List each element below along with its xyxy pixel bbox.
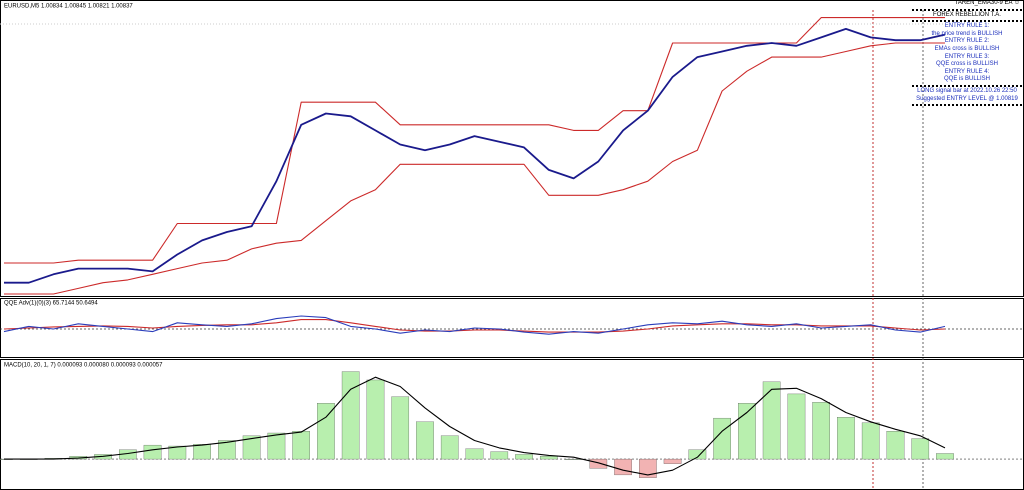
- histogram-bar: [936, 453, 954, 460]
- histogram-bar: [515, 454, 533, 460]
- histogram-bar: [911, 438, 930, 460]
- series-line: [4, 28, 946, 284]
- rule-line: ENTRY RULE 2:: [944, 38, 990, 45]
- histogram-bar: [639, 458, 657, 478]
- series-line: [4, 376, 946, 476]
- histogram-bar: [564, 458, 583, 460]
- histogram-bar: [812, 402, 831, 460]
- brand: FOREX REBELLION T.A.: [933, 11, 1001, 18]
- rule-line: ENTRY RULE 3:: [944, 53, 990, 60]
- histogram-bar: [539, 456, 558, 460]
- separator: [912, 20, 1022, 23]
- panel-title: QQE Adv(1)(0)(3) 65.7144 50.6494: [4, 301, 98, 307]
- signal-line: Suggested ENTRY LEVEL @ 1.00819: [916, 95, 1018, 102]
- info-box: TAREN_EMA30-9 EA ☺ FOREX REBELLION T.A. …: [912, 0, 1022, 107]
- series-line: [4, 17, 945, 264]
- histogram-bar: [465, 448, 484, 460]
- signal-line: LONG signal bar at 2022.10.26 22:50: [917, 87, 1017, 94]
- rule-line: ENTRY RULE 1:: [944, 23, 990, 30]
- histogram-bar: [391, 396, 410, 460]
- histogram-bar: [143, 444, 162, 460]
- rule-line: ENTRY RULE 4:: [944, 68, 990, 75]
- histogram-bar: [688, 449, 707, 460]
- histogram-bar: [589, 458, 608, 469]
- histogram-bar: [861, 422, 880, 460]
- histogram-bar: [317, 403, 335, 460]
- histogram-bar: [440, 435, 459, 460]
- histogram-bar: [762, 381, 781, 460]
- series-line: [3, 315, 946, 335]
- panel-title: EURUSD,M5 1.00834 1.00845 1.00821 1.0083…: [4, 4, 133, 10]
- histogram-bar: [341, 371, 360, 460]
- histogram-bar: [168, 445, 187, 460]
- histogram-bar: [837, 417, 855, 460]
- histogram-bar: [366, 379, 385, 460]
- histogram-bar: [787, 393, 806, 460]
- series-line: [3, 319, 946, 333]
- histogram-bar: [218, 440, 236, 460]
- histogram-bar: [886, 431, 905, 460]
- rule-line: QQE is BULLISH: [943, 76, 990, 83]
- rule-line: the price trend is BULLISH: [931, 30, 1003, 37]
- histogram-bar: [292, 431, 310, 460]
- rules: ENTRY RULE 1: the price trend is BULLISH E…: [912, 23, 1022, 84]
- histogram-bar: [242, 435, 261, 460]
- histogram-bar: [663, 458, 682, 464]
- separator: [912, 8, 1022, 11]
- main-panel: [0, 0, 1024, 297]
- expert-name: TAREN_EMA30-9 EA ☺: [954, 0, 1020, 6]
- signal: LONG signal bar at 2022.10.26 22:50 Sugge…: [912, 88, 1022, 103]
- separator: [912, 104, 1022, 107]
- rule-line: QQE cross is BULLISH: [935, 61, 998, 68]
- histogram-bar: [713, 417, 731, 460]
- panel-title: MACD(10, 20, 1, 7) 0.000093 0.000080 0.0…: [4, 363, 163, 369]
- histogram-bar: [490, 451, 509, 460]
- histogram-bar: [267, 432, 286, 460]
- separator: [912, 84, 1022, 87]
- histogram-bar: [738, 403, 756, 460]
- histogram-bar: [416, 421, 434, 460]
- series-line: [4, 42, 945, 295]
- rule-line: EMAs cross is BULLISH: [934, 45, 1000, 52]
- histogram-bar: [614, 458, 632, 476]
- histogram-bar: [193, 444, 211, 460]
